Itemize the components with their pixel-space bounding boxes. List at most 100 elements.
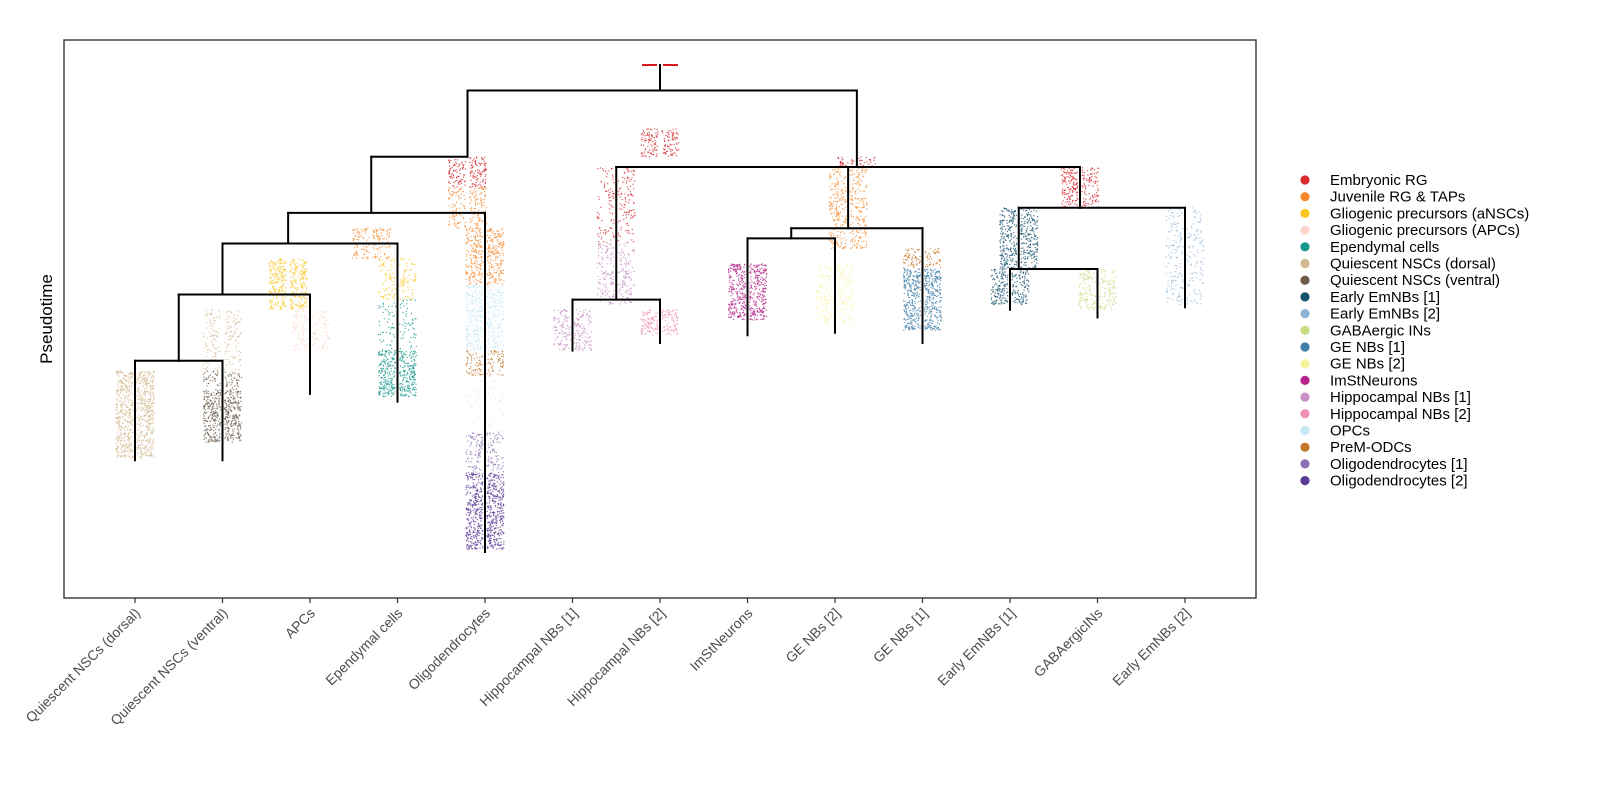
cell-point [479,274,482,276]
cell-point [378,307,380,310]
cell-point [120,448,122,450]
cell-point [466,231,468,233]
cell-point [139,444,141,446]
cell-point [326,319,328,321]
cell-point [490,255,492,257]
cell-point [480,294,482,297]
cell-point [492,338,495,340]
cell-point [216,373,218,375]
cell-point [151,430,153,433]
cell-point [464,180,466,183]
cell-point [492,432,495,435]
cell-point [129,450,132,453]
cell-point [138,395,140,397]
cell-point [290,303,292,305]
cell-point [388,326,390,328]
cell-point [125,379,127,381]
cell-point [128,421,130,423]
cell-point [122,382,124,384]
cell-point [470,179,472,181]
cell-point [212,317,214,320]
cell-point [497,513,499,516]
cell-point [495,315,497,317]
cell-point [461,163,464,165]
cell-point [314,338,317,340]
cell-point [149,381,151,383]
cell-point [363,253,365,256]
cell-point [467,350,469,352]
cell-point [470,235,472,238]
cell-point [479,281,482,283]
cell-point [413,370,415,372]
cell-point [464,206,466,208]
cell-point [471,277,473,279]
cell-point [469,226,472,229]
cell-point [124,374,127,376]
cell-point [410,312,413,315]
cell-point [479,268,481,270]
cell-point [269,265,271,267]
cell-point [137,391,139,393]
cell-point [476,390,478,392]
cell-point [486,241,489,243]
cell-point [471,504,474,506]
cell-point [471,495,474,497]
cell-point [497,466,499,468]
cell-point [357,238,360,241]
cell-point [300,291,302,294]
cell-point [475,223,477,225]
cell-point [387,241,389,243]
cell-point [468,471,470,474]
cell-point [468,514,470,517]
cell-point [473,329,475,331]
cell-point [383,238,385,240]
cell-point [281,272,284,274]
cell-point [238,360,240,363]
cell-point [493,292,495,295]
cell-point [380,341,383,343]
cell-point [650,143,652,146]
cell-point [378,265,380,268]
cell-point [488,343,490,345]
cell-point [228,428,230,430]
cell-point [362,237,365,240]
cell-point [227,431,230,433]
cell-point [475,347,478,349]
cell-point [467,461,470,463]
cell-point [485,187,487,190]
cell-point [228,401,230,403]
cell-point [382,311,384,314]
cell-point [672,128,674,131]
cell-point [123,383,125,385]
cell-point [379,291,381,293]
cell-point [210,429,212,431]
cell-point [493,535,495,537]
cell-point [478,415,480,417]
cell-point [131,415,133,418]
cell-point [414,394,417,396]
cell-point [478,309,481,311]
cell-point [448,172,451,174]
cell-point [277,276,280,279]
cell-point [144,449,146,451]
cell-point [210,350,212,352]
cell-point [473,319,476,322]
cell-point [407,329,410,331]
cell-point [394,351,396,354]
cell-point [237,426,239,428]
cell-point [455,214,458,217]
cell-point [668,133,670,136]
cell-point [491,365,493,367]
cell-point [212,325,214,327]
cell-point [325,310,327,312]
cell-point [383,374,385,376]
cell-point [645,155,647,158]
cell-point [236,350,238,352]
cell-point [499,408,501,410]
cell-point [448,198,450,200]
cell-point [142,424,144,426]
cell-point [499,468,501,470]
cell-point [651,153,653,155]
cell-point [325,327,327,329]
cell-point [405,351,407,353]
